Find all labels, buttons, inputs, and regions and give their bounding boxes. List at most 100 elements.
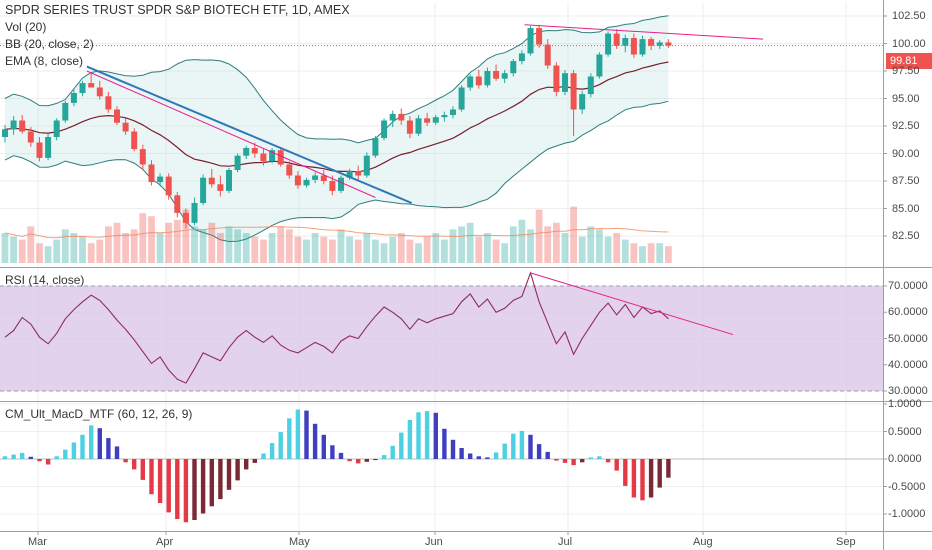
candle-body [88, 83, 95, 88]
candle-body [596, 54, 603, 77]
volume-bar [311, 233, 319, 263]
price-tick-label: 100.00 [892, 37, 926, 50]
rsi-trendline [530, 272, 734, 336]
candle-body [630, 38, 637, 55]
macd-histogram-bar [476, 456, 481, 460]
rsi-line [4, 271, 669, 384]
macd-histogram-bar [175, 459, 180, 519]
volume-bar [604, 236, 612, 263]
candle-body [381, 120, 388, 139]
rsi-tick-label: 60.0000 [888, 306, 928, 319]
candle-body [415, 118, 422, 134]
volume-bar [242, 233, 250, 263]
candle-body [105, 96, 112, 110]
price-tick-label: 90.00 [892, 147, 920, 160]
macd-tick-label: 1.0000 [888, 398, 922, 410]
price-tick-label: 92.50 [892, 120, 920, 132]
volume-bar [561, 233, 569, 263]
macd-histogram-bar [63, 449, 68, 459]
candle-body [372, 138, 379, 156]
macd-histogram-bar [648, 459, 654, 498]
volume-bar [587, 226, 595, 263]
rsi-pane [0, 271, 883, 392]
candle-body [432, 117, 439, 123]
candle-body [139, 149, 146, 165]
macd-histogram-bar [45, 459, 51, 465]
candle-body [208, 177, 215, 185]
candle-body [579, 94, 586, 110]
volume-bar [182, 209, 190, 263]
macd-histogram-bar [424, 411, 430, 459]
macd-histogram-bar [338, 452, 344, 459]
candle-body [182, 212, 189, 223]
volume-bar [621, 239, 629, 263]
macd-histogram-bar [80, 434, 85, 459]
macd-histogram-bar [20, 452, 25, 459]
x-tick-label: Aug [693, 536, 713, 548]
macd-histogram-bar [562, 459, 568, 463]
candle-body [36, 142, 43, 158]
candle-body [19, 120, 26, 132]
volume-bar [10, 236, 17, 263]
macd-histogram-bar [192, 459, 197, 520]
volume-bar [173, 219, 181, 263]
macd-histogram-bar [312, 423, 318, 459]
candle-body [10, 120, 17, 130]
candle-body [148, 164, 155, 183]
macd-histogram-bar [631, 459, 637, 498]
macd-histogram-bar [597, 456, 602, 460]
candle-body [53, 120, 60, 137]
macd-histogram-bar [11, 454, 16, 459]
candle-body [639, 39, 646, 55]
macd-histogram-bar [511, 433, 516, 459]
bollinger-band-fill [5, 15, 669, 242]
candle-body [665, 42, 672, 46]
candle-body [260, 153, 267, 162]
macd-histogram-bar [28, 456, 33, 459]
candle-body [518, 53, 525, 62]
macd-histogram-bar [502, 443, 507, 459]
macd-histogram-bar [356, 459, 361, 464]
macd-tick-label: 0.0000 [888, 453, 922, 465]
candle-body [424, 118, 431, 123]
candle-body [45, 137, 52, 158]
candle-body [200, 177, 207, 203]
volume-ma-line [4, 226, 669, 239]
macd-histogram-bar [269, 443, 275, 459]
macd-tick-label: 0.5000 [888, 425, 922, 438]
volume-bar [122, 233, 129, 263]
volume-bar [449, 229, 457, 263]
candle-body [501, 73, 508, 79]
volume-indicator-label: Vol (20) [5, 20, 47, 34]
candle-body [363, 155, 370, 176]
candle-body [338, 177, 344, 191]
volume-bar [613, 233, 621, 263]
candle-body [96, 87, 103, 97]
macd-histogram-bar [399, 432, 404, 459]
volume-bar [260, 239, 267, 263]
macd-histogram-bar [485, 457, 490, 459]
volume-bar [501, 243, 509, 263]
macd-histogram-bar [89, 425, 94, 459]
volume-bar [268, 233, 276, 263]
volume-bar [191, 226, 198, 263]
macd-histogram-bar [588, 457, 593, 459]
volume-bar [406, 239, 414, 263]
x-tick-label: May [289, 536, 310, 548]
candle-body [406, 120, 413, 134]
price-tick-label: 85.00 [892, 202, 920, 215]
volume-bar [27, 226, 35, 263]
macd-histogram-bar [614, 459, 619, 471]
price-tick-label: 95.00 [892, 92, 920, 105]
candle-body [2, 129, 8, 137]
volume-bar [156, 233, 164, 263]
candle-body [510, 61, 517, 74]
volume-bar [285, 229, 293, 263]
candle-body [656, 42, 663, 46]
volume-bar [553, 222, 560, 263]
macd-title: CM_Ult_MacD_MTF (60, 12, 26, 9) [5, 407, 193, 421]
volume-bar [53, 239, 61, 263]
candle-body [234, 155, 241, 170]
x-tick-label: Mar [28, 536, 47, 548]
candle-body [312, 175, 319, 180]
